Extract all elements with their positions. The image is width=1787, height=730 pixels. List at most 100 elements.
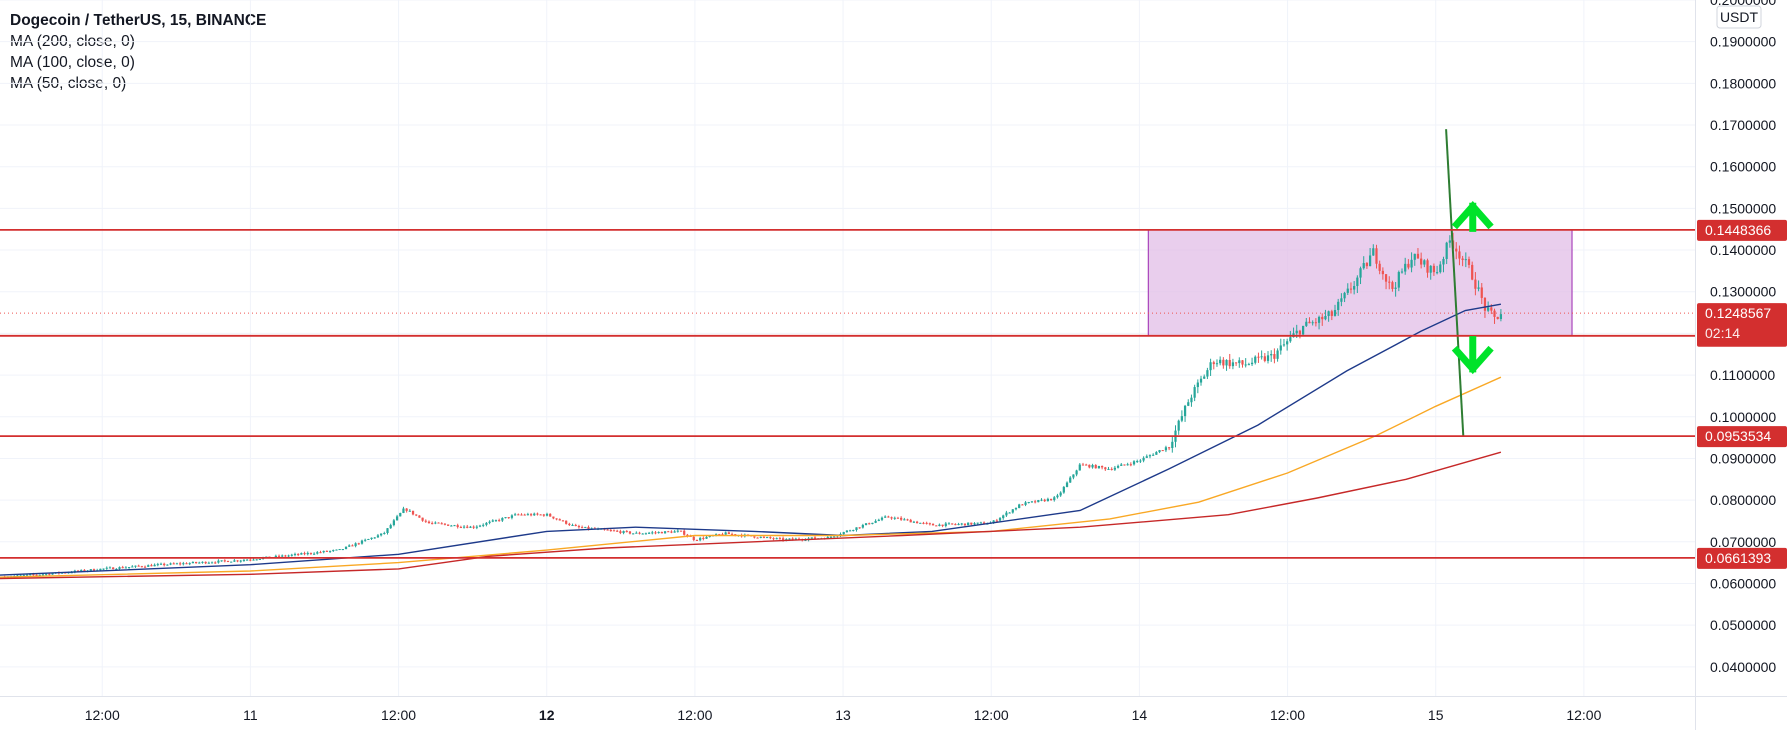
candle-body <box>140 566 143 568</box>
candle <box>1158 449 1161 454</box>
candle <box>542 513 545 517</box>
candle <box>970 522 973 526</box>
candle-body <box>1394 287 1397 289</box>
candle-body <box>702 537 705 539</box>
candle-body <box>284 555 287 557</box>
candle <box>447 524 450 526</box>
price-tag[interactable]: 0.0953534 <box>1697 426 1787 448</box>
candle-body <box>293 553 297 555</box>
trend-line[interactable] <box>1445 129 1465 436</box>
candle-body <box>1136 461 1139 463</box>
candle-body <box>124 567 128 569</box>
candle-body <box>833 536 836 538</box>
candle <box>1362 256 1365 270</box>
candle <box>1410 252 1413 273</box>
candle <box>1021 504 1024 506</box>
candle-body <box>1110 468 1113 470</box>
candle <box>150 563 153 567</box>
price-tag-label: 0.1448366 <box>1705 222 1771 238</box>
candle-body <box>1206 370 1209 377</box>
candle-body <box>1247 364 1250 366</box>
price-tag[interactable]: 0.0661393 <box>1697 547 1787 569</box>
candle <box>667 530 670 533</box>
candle-body <box>1180 416 1183 421</box>
candle-body <box>1250 362 1254 365</box>
ma-line-100[interactable] <box>0 376 1502 578</box>
candle-body <box>1187 402 1190 406</box>
price-tag[interactable]: 0.1248567 02:14 <box>1697 303 1787 342</box>
candle-body <box>1372 248 1375 256</box>
price-tick-label: 0.1400000 <box>1710 242 1776 258</box>
candle-body <box>1471 264 1474 280</box>
ma-line-50[interactable] <box>0 303 1502 576</box>
candle-body <box>437 522 440 524</box>
candle-body <box>826 536 829 539</box>
candle-body <box>127 567 131 569</box>
candle <box>695 539 699 541</box>
candle-body <box>89 569 92 571</box>
candle-body <box>903 519 906 521</box>
candle <box>1458 245 1461 266</box>
candle <box>1298 329 1302 339</box>
candle-body <box>367 539 370 541</box>
candle-body <box>421 517 424 521</box>
candle <box>673 530 676 533</box>
candle <box>1002 514 1005 520</box>
candle-body <box>32 574 35 576</box>
candle <box>108 566 112 569</box>
candle-body <box>1384 274 1388 282</box>
candle-body <box>960 523 963 525</box>
candle-body <box>1467 259 1471 265</box>
candle-body <box>204 561 207 564</box>
candle <box>919 522 922 524</box>
candle <box>1187 399 1190 407</box>
candle-body <box>51 573 54 575</box>
candle-body <box>1413 253 1416 260</box>
candle-body <box>536 513 539 515</box>
candle <box>973 522 976 526</box>
candle <box>1314 318 1317 327</box>
candle <box>692 535 695 542</box>
currency-badge[interactable]: USDT <box>1716 5 1762 29</box>
candle-body <box>357 543 360 545</box>
candle <box>1282 338 1286 347</box>
candle <box>459 525 462 529</box>
candle <box>453 524 456 527</box>
candle-body <box>1215 363 1219 365</box>
time-axis[interactable]: 12:00 11 12:00 12 12:00 13 12:00 14 12:00 15 12:00 <box>85 707 1602 723</box>
candle-body <box>1321 316 1324 320</box>
candle <box>539 514 542 516</box>
candle-body <box>970 522 973 525</box>
candle <box>1439 261 1442 274</box>
candle-body <box>255 559 258 561</box>
ma-line-200[interactable] <box>0 451 1502 580</box>
candle-body <box>667 531 670 533</box>
candle <box>1145 454 1148 459</box>
price-axis[interactable]: 0.0400000 0.0500000 0.0600000 0.0700000 0.08… <box>1710 0 1776 675</box>
candle-body <box>1368 255 1372 267</box>
arrow-up-icon <box>1451 201 1494 232</box>
price-tag[interactable]: 0.1448366 <box>1697 219 1787 241</box>
candle <box>207 561 210 564</box>
candle-body <box>1107 468 1110 470</box>
candle <box>1397 270 1400 292</box>
candle <box>194 561 198 564</box>
candle <box>577 524 581 529</box>
symbol-title[interactable]: Dogecoin / TetherUS, 15, BINANCE <box>10 12 267 29</box>
candle <box>201 561 204 564</box>
candle-body <box>1477 287 1480 289</box>
candle-body <box>718 534 721 536</box>
candle <box>1365 262 1369 269</box>
candle-body <box>1314 322 1317 324</box>
candle-body <box>290 554 293 556</box>
candle-body <box>848 530 852 532</box>
candle-body <box>1455 248 1458 252</box>
candle-body <box>526 514 529 516</box>
indicator-ma100[interactable]: MA (100, close, 0) <box>10 54 135 71</box>
candle <box>1043 498 1046 502</box>
candle <box>402 506 405 514</box>
candle-body <box>1011 509 1014 513</box>
candle <box>1499 309 1503 322</box>
candle-body <box>1225 359 1228 366</box>
